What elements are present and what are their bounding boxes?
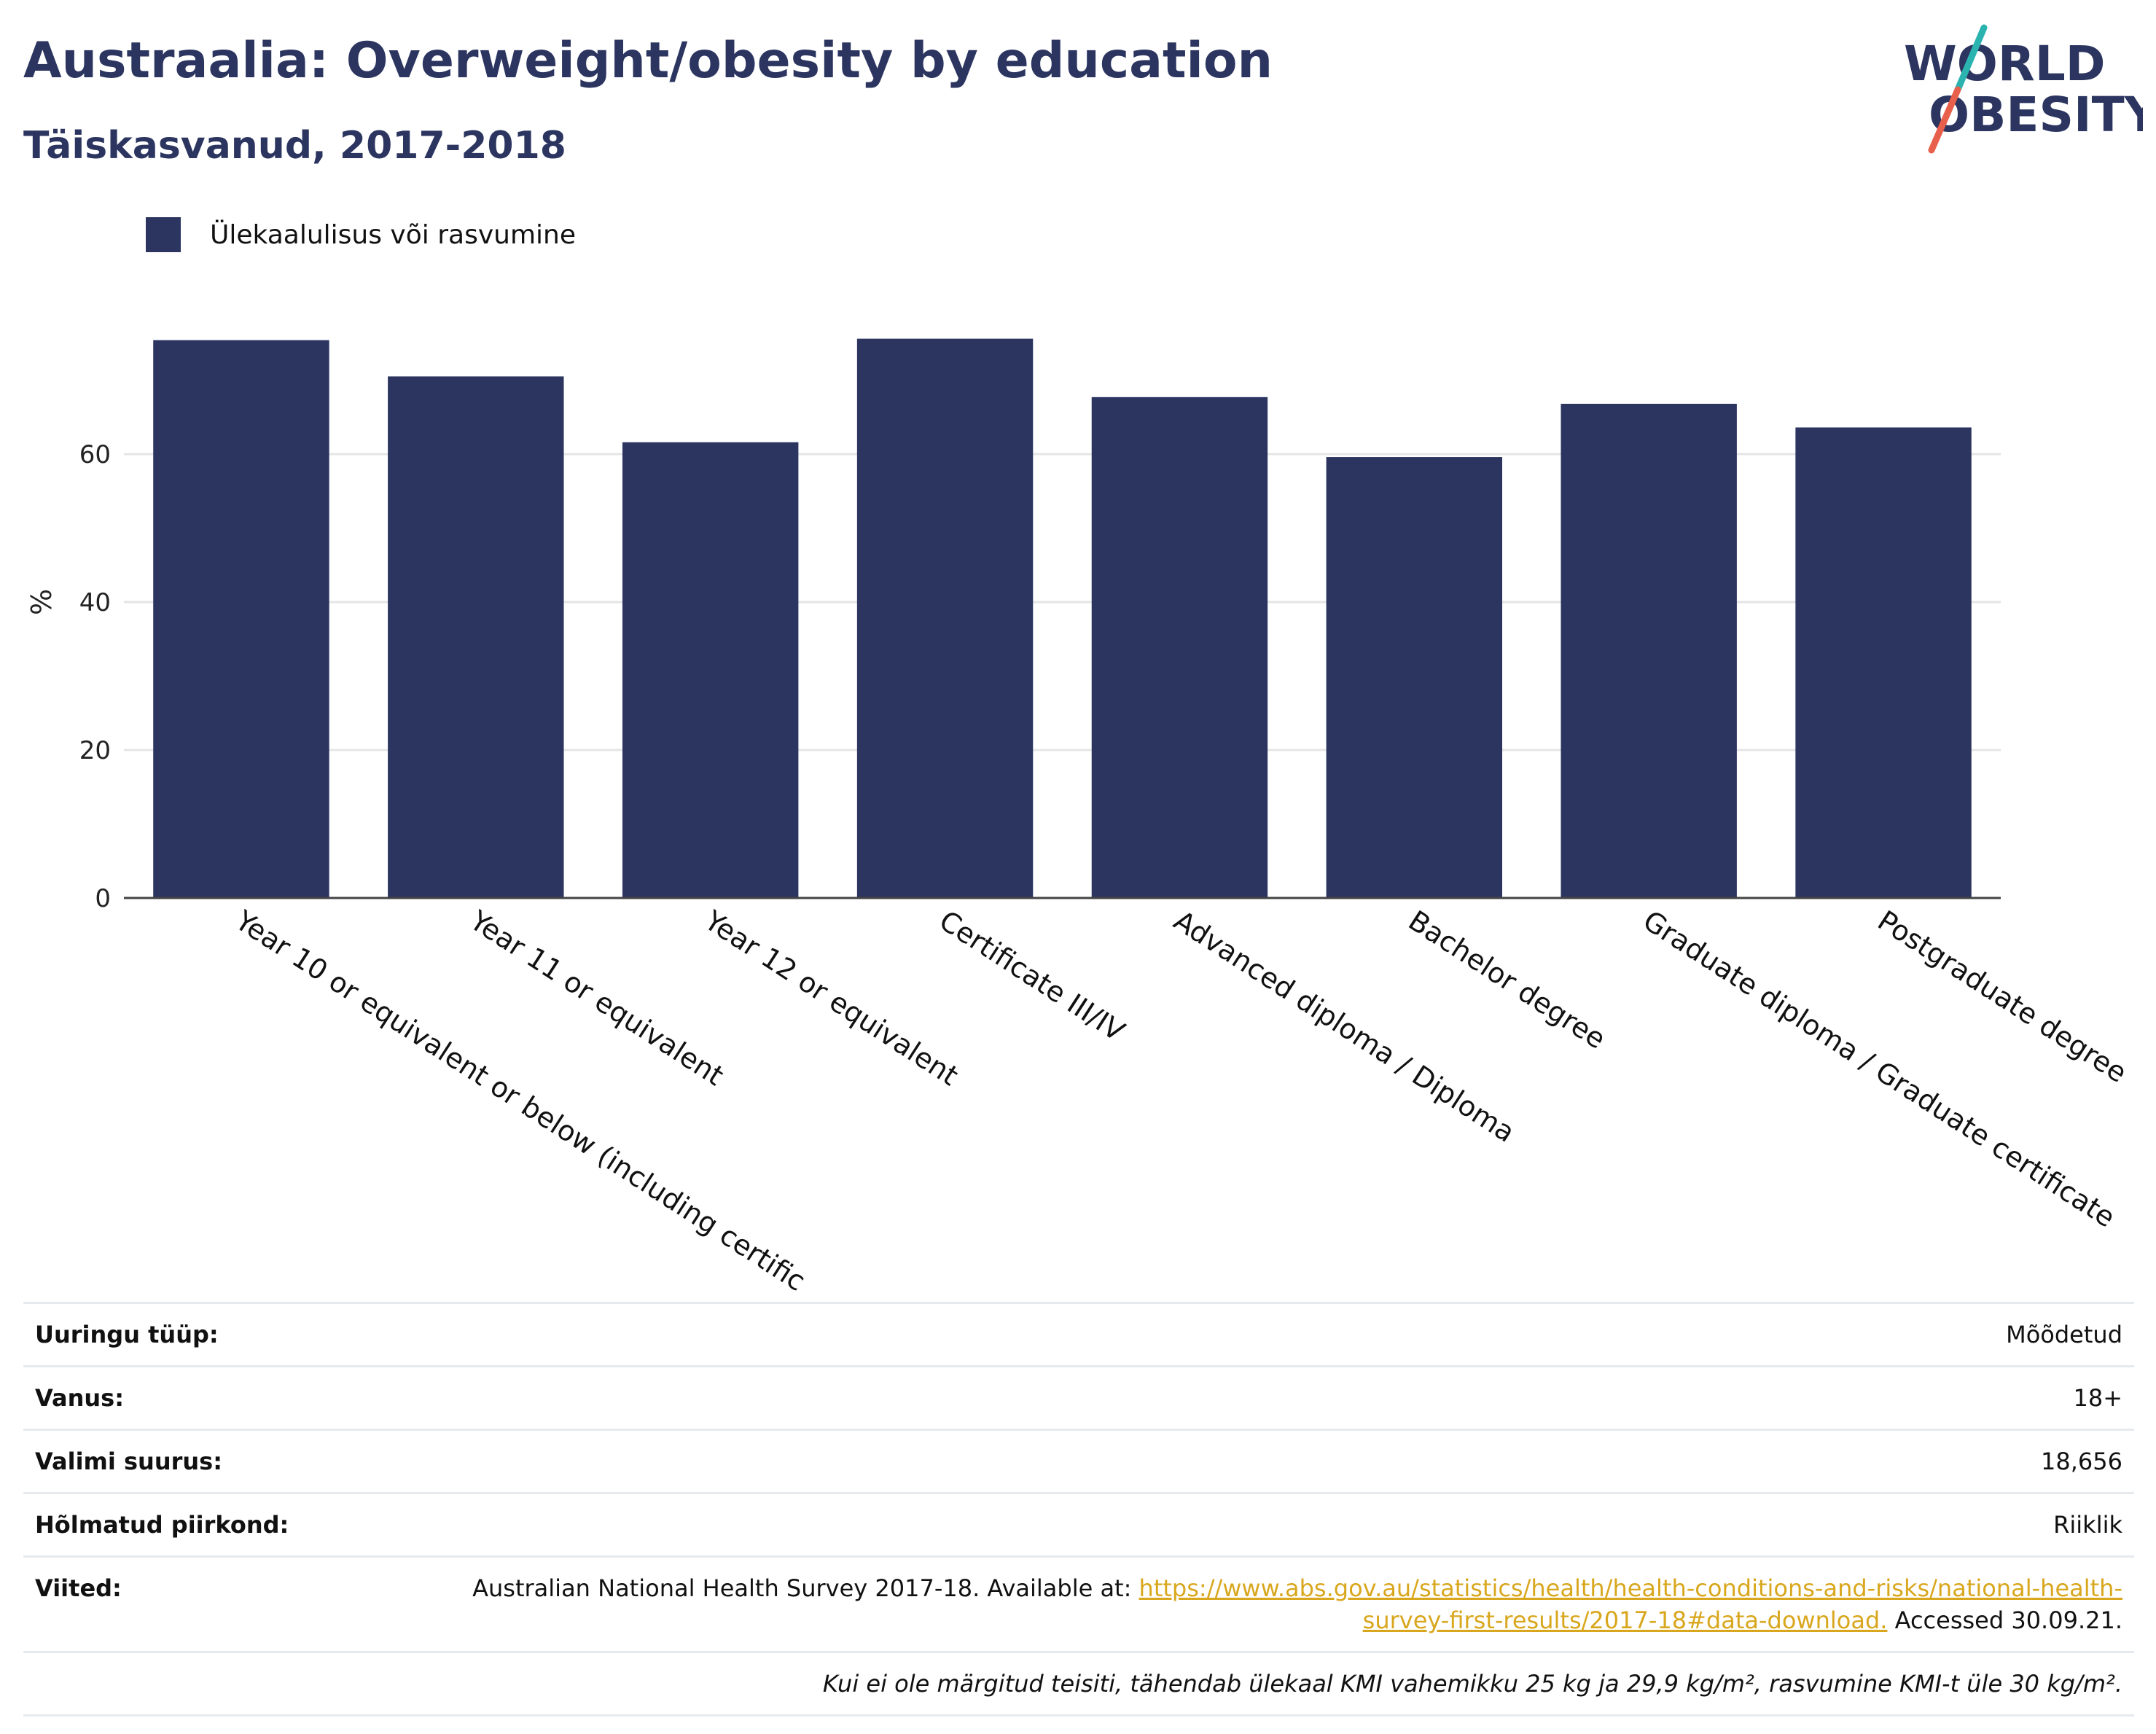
page-title: Austraalia: Overweight/obesity by educat… <box>23 32 1273 90</box>
page-subtitle: Täiskasvanud, 2017-2018 <box>23 124 566 168</box>
references-row: Viited: Australian National Health Surve… <box>23 1555 2134 1652</box>
bar <box>153 340 329 898</box>
bar <box>1561 403 1737 898</box>
bar <box>622 442 799 898</box>
y-tick-label: 0 <box>95 884 111 913</box>
legend-swatch <box>146 217 181 252</box>
references-prefix: Australian National Health Survey 2017-1… <box>472 1574 1139 1602</box>
bar <box>1326 457 1503 898</box>
survey-info-table: Uuringu tüüp: Mõõdetud Vanus: 18+ Valimi suu… <box>23 1302 2134 1717</box>
meta-value: Riiklik <box>411 1492 2134 1558</box>
x-tick-label: Graduate diploma / Graduate certificate <box>1638 905 2121 1234</box>
meta-value: Mõõdetud <box>411 1302 2134 1367</box>
y-tick-label: 20 <box>79 736 111 765</box>
bar <box>1795 427 1972 898</box>
references-suffix: Accessed 30.09.21. <box>1887 1606 2122 1634</box>
x-tick-label: Postgraduate degree <box>1872 905 2132 1089</box>
x-tick-label: Year 11 or equivalent <box>464 904 729 1092</box>
meta-row: Hõlmatud piirkond: Riiklik <box>23 1492 2134 1558</box>
references-link[interactable]: https://www.abs.gov.au/statistics/health… <box>1138 1574 2122 1634</box>
meta-row: Uuringu tüüp: Mõõdetud <box>23 1302 2134 1367</box>
y-tick-label: 40 <box>79 588 111 617</box>
meta-key: Hõlmatud piirkond: <box>23 1492 411 1558</box>
references-key: Viited: <box>23 1555 411 1652</box>
bar <box>1091 397 1268 898</box>
y-axis-label: % <box>26 589 58 615</box>
footnote: Kui ei ole märgitud teisiti, tähendab ül… <box>23 1651 2134 1717</box>
logo-line2: OBESITY <box>1929 87 2143 143</box>
chart-legend: Ülekaalulisus või rasvumine <box>146 217 576 252</box>
meta-row: Valimi suurus: 18,656 <box>23 1429 2134 1493</box>
logo-line1: WORLD <box>1904 36 2106 92</box>
x-tick-label: Bachelor degree <box>1403 905 1612 1055</box>
references-value: Australian National Health Survey 2017-1… <box>411 1555 2134 1652</box>
meta-row: Vanus: 18+ <box>23 1365 2134 1430</box>
y-tick-label: 60 <box>79 440 111 469</box>
meta-value: 18+ <box>411 1365 2134 1430</box>
x-tick-label: Year 12 or equivalent <box>698 904 964 1092</box>
bar <box>856 338 1034 898</box>
meta-key: Valimi suurus: <box>23 1429 411 1493</box>
meta-key: Uuringu tüüp: <box>23 1302 411 1367</box>
note-row: Kui ei ole märgitud teisiti, tähendab ül… <box>23 1651 2134 1717</box>
legend-label: Ülekaalulisus või rasvumine <box>210 219 576 250</box>
meta-key: Vanus: <box>23 1365 411 1430</box>
bar <box>388 376 564 898</box>
x-tick-label: Certificate III/IV <box>934 905 1130 1048</box>
world-obesity-logo: WORLD OBESITY <box>1902 20 2156 159</box>
meta-value: 18,656 <box>411 1429 2134 1493</box>
